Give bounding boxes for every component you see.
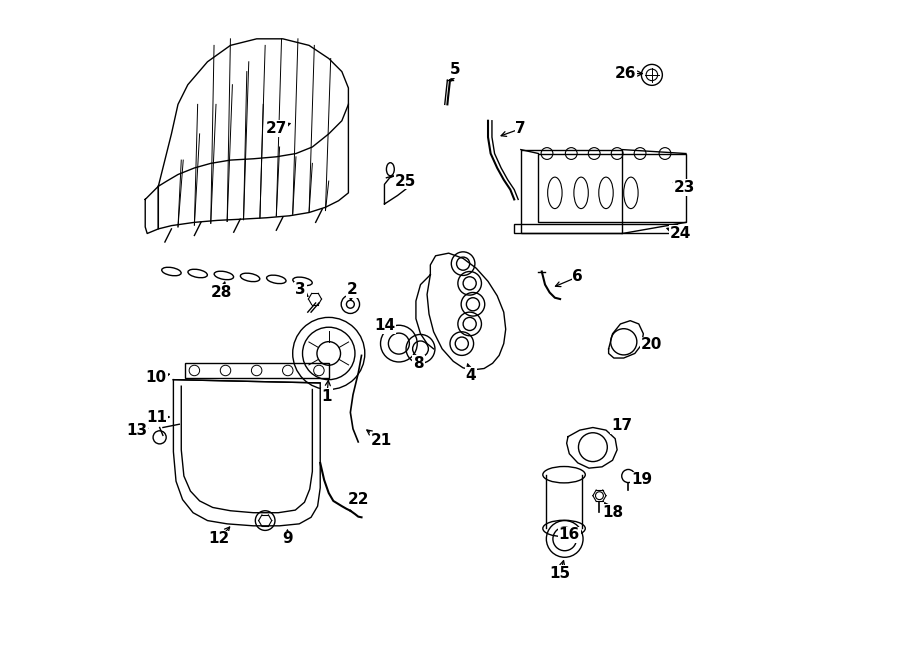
Text: 15: 15: [550, 566, 571, 580]
Text: 8: 8: [413, 356, 424, 371]
Text: 7: 7: [516, 121, 526, 136]
Text: 19: 19: [631, 473, 652, 487]
Text: 12: 12: [209, 531, 230, 547]
Bar: [538, 153, 686, 222]
Text: 22: 22: [347, 492, 369, 507]
Text: 4: 4: [465, 368, 476, 383]
Text: 21: 21: [371, 433, 392, 448]
Text: 28: 28: [212, 285, 232, 300]
Text: 13: 13: [126, 422, 148, 438]
Text: 17: 17: [611, 418, 633, 433]
Text: 11: 11: [146, 410, 166, 424]
Text: 9: 9: [282, 531, 292, 547]
Text: 27: 27: [266, 121, 287, 136]
Text: 25: 25: [395, 174, 416, 188]
Text: 24: 24: [670, 226, 691, 241]
Text: 6: 6: [572, 269, 583, 284]
Text: 14: 14: [374, 318, 395, 332]
Text: 5: 5: [450, 62, 461, 77]
Text: 18: 18: [602, 505, 623, 520]
Bar: [521, 149, 623, 233]
Text: 16: 16: [559, 527, 580, 543]
Text: 1: 1: [321, 389, 332, 404]
Text: 23: 23: [674, 180, 696, 195]
Text: 3: 3: [295, 282, 306, 297]
Text: 26: 26: [615, 66, 636, 81]
Bar: [184, 364, 328, 377]
Text: 10: 10: [146, 370, 166, 385]
Text: 20: 20: [641, 337, 662, 352]
Text: 2: 2: [346, 282, 357, 297]
Bar: [514, 224, 677, 233]
